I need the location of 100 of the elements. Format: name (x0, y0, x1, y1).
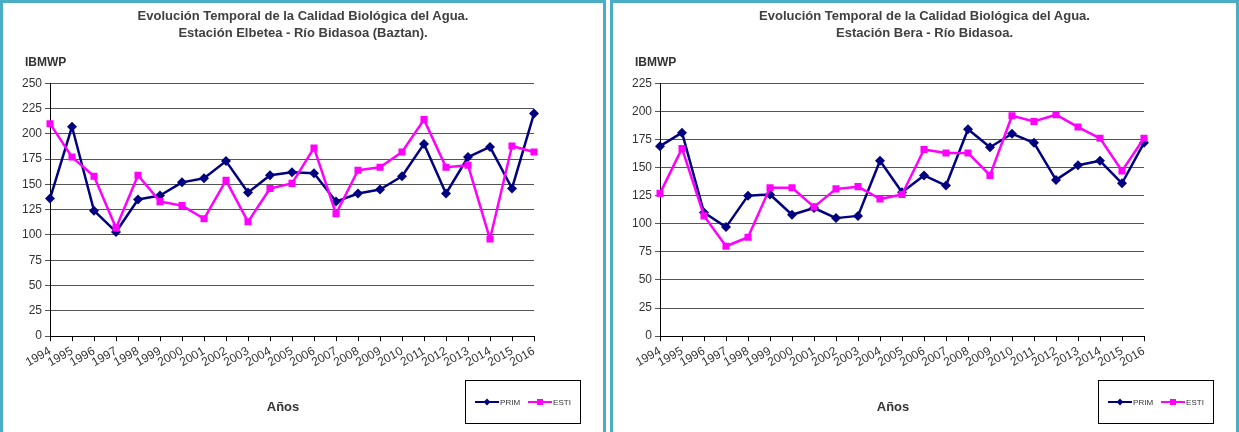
point (920, 146, 928, 154)
legend-label: ESTI (553, 397, 571, 407)
point (1074, 123, 1082, 131)
point (178, 202, 186, 210)
point (464, 161, 472, 169)
point (332, 210, 340, 218)
point (287, 167, 298, 178)
point (1096, 134, 1104, 142)
point (200, 215, 208, 223)
legend-label: PRIM (500, 397, 521, 407)
point (832, 185, 840, 193)
point (485, 141, 495, 152)
point (266, 184, 274, 192)
y-tick-label: 250 (21, 75, 43, 90)
y-tick-label: 150 (21, 176, 43, 191)
point (243, 187, 254, 198)
y-tick-label: 200 (21, 126, 43, 141)
point (1051, 174, 1061, 185)
point (1029, 137, 1040, 148)
point (265, 170, 276, 181)
legend-label: PRIM (1133, 397, 1154, 407)
point (310, 144, 318, 152)
point (398, 148, 406, 156)
chart-title: Evolución Temporal de la Calidad Biológica del Agua. Estación Elbetea - Río Bidasoa (Baztan). (136, 7, 470, 41)
point (89, 205, 100, 216)
point (963, 124, 974, 135)
y-tick-label: 50 (638, 272, 653, 287)
chart-title: Evolución Temporal de la Calidad Biológica del Agua. Estación Bera - Río Bidasoa. (758, 7, 1091, 41)
y-tick-label: 175 (21, 151, 43, 166)
legend-label: ESTI (1186, 397, 1204, 407)
point (1140, 134, 1148, 142)
point (787, 209, 798, 220)
point (678, 144, 686, 152)
point (721, 222, 732, 233)
point (1008, 112, 1016, 120)
y-tick-label: 25 (28, 303, 43, 318)
point (244, 218, 252, 226)
point (941, 180, 952, 191)
point (46, 120, 54, 128)
point (507, 183, 517, 194)
point (1117, 178, 1127, 189)
y-tick-label: 150 (631, 159, 653, 174)
point (112, 224, 120, 232)
point (1030, 117, 1038, 125)
point (68, 153, 76, 161)
point (853, 210, 864, 221)
point (530, 148, 538, 156)
y-tick-label: 100 (631, 216, 653, 231)
x-axis-title: Años (876, 399, 910, 414)
y-axis-title: IBMWP (635, 55, 677, 69)
point (964, 149, 972, 157)
point (700, 212, 708, 220)
point (441, 188, 451, 199)
point (986, 171, 994, 179)
point (529, 108, 539, 119)
point (919, 170, 930, 181)
point (854, 183, 862, 191)
point (743, 190, 754, 201)
point (788, 184, 796, 192)
y-tick-label: 125 (631, 187, 653, 202)
point (1095, 155, 1105, 166)
y-tick-label: 0 (645, 328, 653, 343)
point (508, 142, 516, 150)
point (397, 171, 408, 182)
y-tick-label: 25 (638, 300, 653, 315)
point (67, 121, 78, 132)
point (876, 195, 884, 203)
point (133, 194, 144, 205)
point (353, 188, 364, 199)
point (156, 198, 164, 206)
point (831, 213, 842, 224)
point (722, 242, 730, 250)
x-axis-title: Años (266, 399, 300, 414)
point (744, 233, 752, 241)
point (875, 155, 886, 166)
y-tick-label: 0 (35, 328, 43, 343)
point (177, 177, 188, 188)
point (134, 171, 142, 179)
point (1007, 128, 1018, 139)
y-tick-label: 100 (21, 227, 43, 242)
point (375, 184, 386, 195)
y-tick-label: 75 (638, 244, 653, 259)
point (419, 138, 430, 149)
point (420, 116, 428, 124)
point (90, 172, 98, 180)
point (1118, 167, 1126, 175)
point (766, 184, 774, 192)
point (354, 166, 362, 174)
point (1052, 111, 1060, 119)
point (45, 193, 56, 204)
point (309, 168, 320, 179)
y-tick-label: 225 (21, 100, 43, 115)
point (677, 127, 688, 138)
point (376, 163, 384, 171)
point (486, 235, 494, 243)
y-tick-label: 200 (631, 103, 653, 118)
point (221, 156, 232, 167)
y-tick-label: 50 (28, 277, 43, 292)
point (1073, 160, 1083, 171)
y-tick-label: 75 (28, 252, 43, 267)
